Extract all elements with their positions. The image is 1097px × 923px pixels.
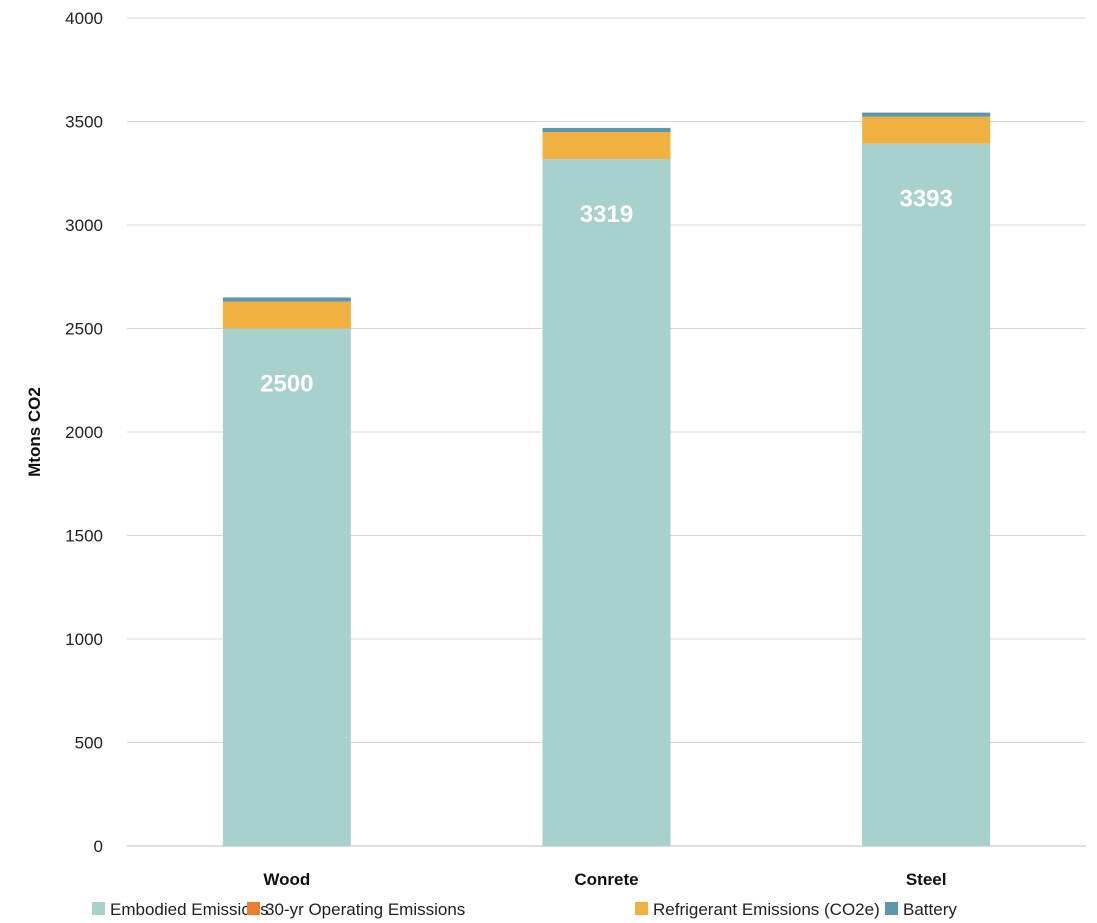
- legend-swatch: [247, 902, 260, 915]
- bar-segment: [542, 127, 671, 133]
- legend-swatch: [635, 902, 648, 915]
- legend-label: Embodied Emissions: [110, 900, 269, 919]
- data-label: 3319: [580, 201, 633, 228]
- y-tick-label: 3500: [65, 113, 103, 132]
- data-label: 2500: [260, 371, 313, 398]
- bar-segment: [862, 143, 991, 847]
- x-axis-categories: Wood Conrete Steel: [263, 870, 946, 889]
- bar-segment: [542, 158, 671, 847]
- y-tick-label: 2000: [65, 423, 103, 442]
- bars: [222, 112, 991, 847]
- x-category-label: Steel: [906, 870, 947, 889]
- legend-swatch: [92, 902, 105, 915]
- y-tick-label: 4000: [65, 9, 103, 28]
- y-axis-label: Mtons CO2: [25, 387, 44, 477]
- bar-segment: [862, 116, 991, 144]
- bar-segment: [222, 301, 351, 329]
- bar-segment: [222, 328, 351, 846]
- y-tick-label: 1500: [65, 527, 103, 546]
- y-axis-ticks: 0 500 1000 1500 2000 2500 3000 3500 4000: [65, 9, 103, 856]
- bar-segment: [862, 112, 991, 117]
- y-tick-label: 2500: [65, 320, 103, 339]
- data-labels: 2500 3319 3393: [260, 186, 953, 398]
- data-label: 3393: [899, 186, 952, 213]
- x-category-label: Wood: [263, 870, 310, 889]
- y-tick-label: 3000: [65, 216, 103, 235]
- bar-segment: [542, 132, 671, 159]
- legend-label: Refrigerant Emissions (CO2e): [653, 900, 880, 919]
- x-category-label: Conrete: [574, 870, 638, 889]
- y-tick-label: 500: [75, 734, 103, 753]
- y-tick-label: 0: [94, 837, 103, 856]
- legend-label: Battery: [903, 900, 957, 919]
- bar-segment: [222, 297, 351, 302]
- legend-label: 30-yr Operating Emissions: [265, 900, 465, 919]
- legend-swatch: [885, 902, 898, 915]
- y-tick-label: 1000: [65, 630, 103, 649]
